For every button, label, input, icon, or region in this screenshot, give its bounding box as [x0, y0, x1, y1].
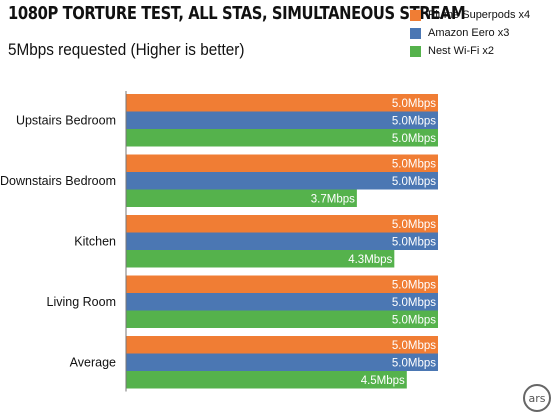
- category-label-kitchen: Kitchen: [74, 234, 116, 248]
- bar-average-s2: [126, 371, 407, 389]
- legend-swatch-eero: [410, 27, 421, 39]
- data-label-living-room-s2: 5.0Mbps: [392, 315, 436, 327]
- legend-label-eero: Amazon Eero x3: [428, 27, 510, 39]
- bar-downstairs-bedroom-s2: [126, 189, 357, 207]
- data-label-upstairs-bedroom-s1: 5.0Mbps: [392, 116, 436, 128]
- bar-kitchen-s0: [126, 215, 438, 233]
- legend-item-eero: Amazon Eero x3: [410, 24, 530, 42]
- category-label-average: Average: [70, 355, 116, 369]
- data-label-living-room-s0: 5.0Mbps: [392, 280, 436, 292]
- data-label-average-s1: 5.0Mbps: [392, 358, 436, 370]
- legend-label-plume: Plume Superpods x4: [428, 9, 531, 21]
- category-label-living-room: Living Room: [47, 295, 116, 309]
- ars-logo-text: ars: [528, 391, 546, 405]
- legend: Plume Superpods x4 Amazon Eero x3 Nest W…: [410, 6, 530, 60]
- bar-kitchen-s1: [126, 232, 438, 250]
- chart-subtitle: 5Mbps requested (Higher is better): [8, 40, 245, 59]
- data-label-average-s2: 4.5Mbps: [361, 375, 405, 387]
- bar-kitchen-s2: [126, 250, 395, 268]
- legend-item-nest: Nest Wi-Fi x2: [410, 42, 530, 60]
- bar-downstairs-bedroom-s0: [126, 154, 438, 172]
- category-label-downstairs-bedroom: Downstairs Bedroom: [0, 174, 116, 188]
- data-label-downstairs-bedroom-s1: 5.0Mbps: [392, 176, 436, 188]
- legend-label-nest: Nest Wi-Fi x2: [428, 45, 494, 57]
- data-label-upstairs-bedroom-s2: 5.0Mbps: [392, 133, 436, 145]
- chart-title: 1080P TORTURE TEST, ALL STAS, SIMULTANEO…: [8, 3, 466, 24]
- bar-average-s0: [126, 336, 438, 354]
- ars-logo: ars: [523, 384, 551, 412]
- data-label-living-room-s1: 5.0Mbps: [392, 297, 436, 309]
- data-label-upstairs-bedroom-s0: 5.0Mbps: [392, 98, 436, 110]
- data-label-kitchen-s1: 5.0Mbps: [392, 237, 436, 249]
- bar-upstairs-bedroom-s1: [126, 111, 438, 129]
- bar-upstairs-bedroom-s0: [126, 94, 438, 112]
- data-label-downstairs-bedroom-s0: 5.0Mbps: [392, 159, 436, 171]
- legend-swatch-nest: [410, 45, 421, 57]
- bar-upstairs-bedroom-s2: [126, 129, 438, 147]
- legend-item-plume: Plume Superpods x4: [410, 6, 530, 24]
- bar-living-room-s1: [126, 293, 438, 311]
- data-label-downstairs-bedroom-s2: 3.7Mbps: [311, 194, 355, 206]
- data-label-kitchen-s0: 5.0Mbps: [392, 219, 436, 231]
- legend-swatch-plume: [410, 9, 421, 21]
- bar-living-room-s2: [126, 310, 438, 328]
- bar-living-room-s0: [126, 275, 438, 293]
- bar-downstairs-bedroom-s1: [126, 172, 438, 190]
- data-label-kitchen-s2: 4.3Mbps: [348, 254, 392, 266]
- bar-average-s1: [126, 353, 438, 371]
- category-label-upstairs-bedroom: Upstairs Bedroom: [16, 113, 116, 127]
- data-label-average-s0: 5.0Mbps: [392, 340, 436, 352]
